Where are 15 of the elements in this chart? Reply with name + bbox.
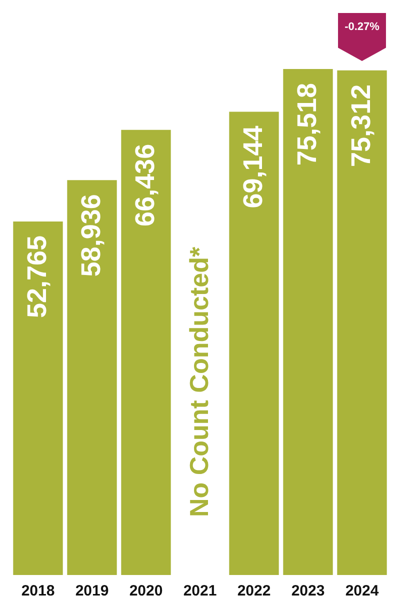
data-label: 52,765 <box>22 235 52 318</box>
data-label: 66,436 <box>130 144 160 226</box>
data-label: 75,518 <box>292 83 322 166</box>
x-tick-label: 2018 <box>21 582 55 600</box>
data-label: 69,144 <box>238 126 268 208</box>
annotation: No Count Conducted* <box>184 246 214 517</box>
x-tick-label: 2024 <box>345 582 380 600</box>
x-tick-label: 2022 <box>237 582 271 600</box>
data-label: 58,936 <box>76 194 106 277</box>
data-label: 75,312 <box>346 84 376 167</box>
x-tick-label: 2019 <box>75 582 109 600</box>
x-tick-label: 2023 <box>291 582 325 600</box>
text: -0.27% <box>344 21 380 33</box>
x-tick-label: 2020 <box>129 582 163 600</box>
x-tick-label: 2021 <box>183 582 217 600</box>
